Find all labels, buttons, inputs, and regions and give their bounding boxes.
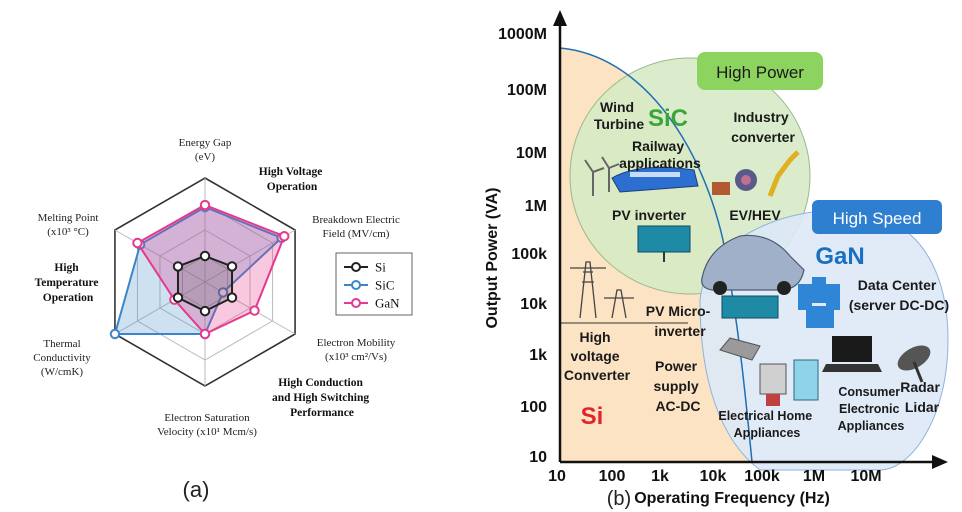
server-icon <box>798 277 840 328</box>
caption-a: (a) <box>183 477 210 502</box>
y-axis-arrow <box>553 10 567 26</box>
label-pv-micro: PV Micro- inverter <box>646 303 714 339</box>
radar-axis-label: Electron Saturation Velocity (x10¹ Mcm/s) <box>157 412 257 438</box>
high-speed-badge <box>812 200 942 234</box>
x-tick-label: 1M <box>803 468 825 485</box>
pv-micro-inverter-icon <box>721 295 779 319</box>
label-wind-turbine: Wind Turbine <box>594 99 645 132</box>
x-tick-label: 10 <box>548 468 566 485</box>
pv-panel-icon <box>637 225 691 262</box>
radar-point-gan <box>199 328 211 340</box>
power-tower-icon <box>570 261 634 319</box>
radar-point-si <box>199 305 211 317</box>
x-tick-label: 100 <box>599 468 626 485</box>
wind-turbine-icon <box>584 156 620 196</box>
radar-point-si <box>172 292 184 303</box>
radar-point-si <box>172 261 184 272</box>
radar-legend: Si SiC GaN <box>335 252 413 316</box>
label-industry: Industry converter <box>731 109 795 145</box>
y-tick-label: 100M <box>507 82 547 99</box>
radar-point-si <box>199 250 211 262</box>
train-icon <box>611 166 699 193</box>
y-tick-label: 10k <box>520 296 547 313</box>
x-tick-label: 10k <box>700 468 727 485</box>
radar-axis-label: Melting Point (x10³ °C) <box>38 212 99 238</box>
radar-point-gan <box>132 237 143 249</box>
y-axis-label: Output Power (VA) <box>484 187 501 328</box>
radar-point-gan <box>199 199 211 211</box>
y-tick-label: 1000M <box>498 26 547 43</box>
radar-point-gan <box>249 305 260 316</box>
sic-title: SiC <box>648 105 688 132</box>
radar-axis-label: Breakdown Electric Field (MV/cm) <box>312 214 400 240</box>
x-tick-label: 100k <box>744 468 780 485</box>
radar-axis-labels: Energy Gap (eV) Breakdown Electric Field (M… <box>33 137 400 438</box>
radar-spoke <box>114 229 206 283</box>
gan-title: GaN <box>815 243 864 270</box>
radar-annotations: High Voltage Operation High Temperature … <box>35 166 372 419</box>
label-power-supply: Power supply AC-DC <box>653 358 702 414</box>
high-speed-label: High Speed <box>833 209 922 228</box>
y-tick-label: 10 <box>529 449 547 466</box>
home-appliances-icon <box>759 359 819 406</box>
y-tick-label: 10M <box>516 145 547 162</box>
legend-item-sic: SiC <box>344 278 395 293</box>
label-ev: EV/HEV <box>729 207 781 223</box>
caption-b: (b) <box>607 488 631 510</box>
label-datacenter: Data Center (server DC-DC) <box>849 277 949 313</box>
power-supply-icon <box>719 337 761 361</box>
y-tick-label: 1M <box>525 198 547 215</box>
radar-point-si <box>226 261 238 272</box>
x-axis-arrow <box>932 455 948 469</box>
radar-series <box>109 199 290 340</box>
svg-text:SiC: SiC <box>375 278 395 293</box>
x-tick-label: 1k <box>651 468 669 485</box>
svg-text:GaN: GaN <box>375 296 400 311</box>
laptop-icon <box>822 336 882 372</box>
label-pv-inverter: PV inverter <box>612 207 686 223</box>
legend-item-gan: GaN <box>344 296 400 311</box>
radar-point-si <box>226 292 238 303</box>
radar-spoke <box>114 281 206 335</box>
ev-car-icon <box>701 234 805 295</box>
si-boundary <box>559 47 753 463</box>
label-railway: Railway applications <box>619 138 701 171</box>
label-consumer: Consumer Electronic Appliances <box>838 385 905 433</box>
high-power-badge <box>697 52 823 90</box>
radar-axis-label: Energy Gap (eV) <box>179 137 232 163</box>
radar-dish-icon <box>897 345 931 383</box>
svg-text:Si: Si <box>375 260 386 275</box>
annotation-high-voltage: High Voltage Operation <box>259 166 325 193</box>
legend-item-si: Si <box>344 260 386 275</box>
y-tick-label: 100 <box>520 399 547 416</box>
radar-point-sic <box>109 328 121 340</box>
y-tick-label: 100k <box>511 246 547 263</box>
x-tick-label: 10M <box>850 468 881 485</box>
label-radar: Radar Lidar <box>900 379 944 415</box>
annotation-high-conduction: High Conduction and High Switching Perfo… <box>272 377 372 419</box>
annotation-high-temperature: High Temperature Operation <box>35 262 102 304</box>
radar-point-sic <box>217 287 229 298</box>
radar-point-gan <box>279 231 290 242</box>
x-axis-label: Operating Frequency (Hz) <box>634 490 830 507</box>
radar-axis-label: Electron Mobility (x10³ cm²/Vs) <box>317 337 396 363</box>
industry-converter-icon <box>712 150 800 197</box>
label-home-appliances: Electrical Home Appliances <box>718 409 815 440</box>
y-tick-label: 1k <box>529 347 547 364</box>
si-title: Si <box>581 403 604 430</box>
high-power-label: High Power <box>716 63 804 82</box>
power-frequency-map: 10 100 1k 10k 100k 1M 10M 1000M 100M 10M 1M 100k 10… <box>484 10 949 510</box>
label-hv-converter: High voltage Converter <box>564 329 631 383</box>
radar-grid <box>114 177 296 387</box>
radar-axis-label: Thermal Conductivity (W/cmK) <box>33 338 91 378</box>
radar-chart: Energy Gap (eV) Breakdown Electric Field (M… <box>33 137 400 438</box>
radar-series-si <box>172 250 238 317</box>
